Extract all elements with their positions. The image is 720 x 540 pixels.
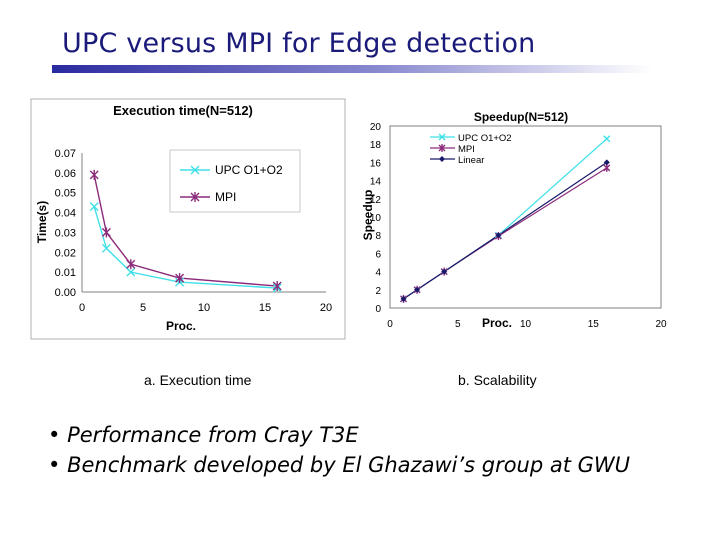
series-line (93, 206, 278, 289)
legend-label: UPC O1+O2 (458, 133, 512, 144)
data-point (494, 231, 502, 239)
data-point (175, 273, 185, 284)
x-tick-label: 5 (455, 319, 461, 330)
data-point (89, 169, 99, 180)
legend-label: Linear (458, 155, 484, 166)
data-point (400, 295, 408, 303)
caption-a: a. Execution time (144, 372, 252, 388)
x-tick-label: 0 (79, 302, 85, 314)
title-underline (52, 65, 652, 73)
data-point (603, 159, 610, 166)
x-tick-label: 15 (259, 302, 271, 314)
chart-title: Speedup(N=512) (474, 110, 568, 124)
data-point (494, 232, 502, 241)
data-point (414, 286, 421, 293)
series-line (93, 174, 278, 287)
y-tick-label: 2 (375, 286, 381, 297)
series-line (403, 138, 608, 300)
bullet-item: • Benchmark developed by El Ghazawi’s gr… (48, 453, 631, 477)
y-tick-label: 4 (375, 268, 381, 279)
x-tick-label: 20 (320, 302, 332, 314)
data-point (441, 268, 448, 275)
y-tick-label: 20 (370, 122, 382, 133)
legend-label: MPI (215, 190, 236, 204)
data-point (272, 283, 282, 293)
series-line (403, 167, 608, 300)
data-point (603, 163, 611, 172)
caption-b: b. Scalability (458, 372, 537, 388)
x-tick-label: 5 (140, 302, 146, 314)
y-tick-label: 8 (375, 231, 381, 242)
y-tick-label: 12 (370, 195, 382, 206)
y-tick-label: 6 (375, 249, 381, 260)
x-tick-label: 20 (655, 319, 667, 330)
y-tick-label: 0 (375, 304, 381, 315)
slide-title: UPC versus MPI for Edge detection (62, 28, 536, 59)
y-tick-label: 16 (370, 158, 382, 169)
y-tick-label: 0.04 (55, 208, 76, 220)
data-point (126, 267, 136, 277)
legend-marker (190, 165, 200, 175)
x-axis-label: Proc. (166, 319, 196, 333)
chart-area-frame (30, 98, 346, 340)
y-tick-label: 0.05 (55, 188, 76, 200)
legend-label: UPC O1+O2 (215, 163, 283, 177)
legend-marker (439, 156, 445, 162)
legend-marker (438, 133, 446, 141)
chart-title: Execution time(N=512) (113, 103, 253, 118)
y-tick-label: 0.06 (55, 168, 76, 180)
y-tick-label: 0.01 (55, 267, 76, 279)
bullet-list: • Performance from Cray T3E • Benchmark … (48, 420, 630, 480)
y-axis-label: Speedup (361, 190, 375, 241)
x-tick-label: 10 (520, 319, 532, 330)
data-point (126, 259, 136, 270)
data-point (101, 227, 111, 238)
data-point (495, 232, 502, 239)
legend-marker (190, 192, 200, 202)
data-point (101, 243, 111, 253)
data-point (400, 294, 408, 303)
y-tick-label: 14 (370, 177, 382, 188)
x-tick-label: 10 (198, 302, 210, 314)
data-point (440, 268, 448, 276)
data-point (175, 277, 185, 287)
y-tick-label: 0.07 (55, 148, 76, 160)
legend-label: MPI (458, 144, 475, 155)
data-point (413, 285, 421, 294)
y-tick-label: 0.02 (55, 247, 76, 259)
x-tick-label: 15 (588, 319, 600, 330)
y-tick-label: 0.00 (55, 287, 76, 299)
x-axis-label: Proc. (482, 316, 512, 330)
series-line (403, 161, 608, 300)
data-point (89, 202, 99, 212)
data-point (440, 267, 448, 276)
legend-marker (438, 144, 446, 152)
bullet-item: • Performance from Cray T3E (48, 423, 359, 447)
y-tick-label: 0.03 (55, 227, 76, 239)
data-point (272, 281, 282, 292)
data-point (413, 286, 421, 294)
legend-box (169, 149, 301, 213)
data-point (400, 295, 407, 302)
x-tick-label: 0 (387, 319, 393, 330)
y-tick-label: 10 (370, 213, 382, 224)
plot-area-frame (389, 125, 662, 309)
data-point (603, 135, 611, 143)
y-tick-label: 18 (370, 140, 382, 151)
y-axis-label: Time(s) (35, 201, 49, 243)
